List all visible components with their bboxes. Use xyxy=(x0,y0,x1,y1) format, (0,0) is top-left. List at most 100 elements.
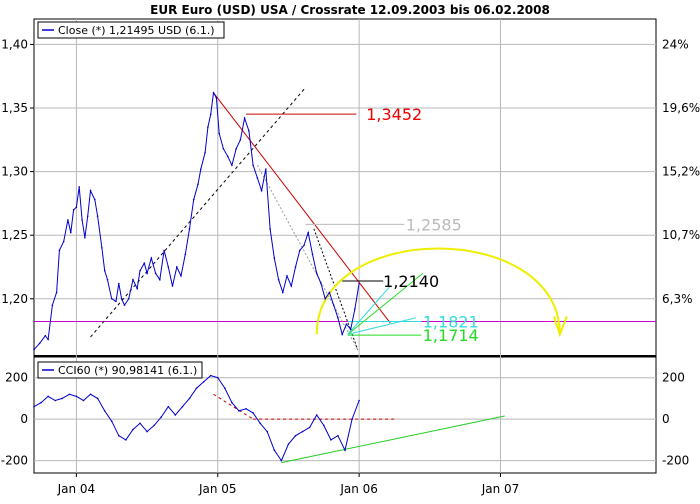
price-data-point xyxy=(188,228,191,230)
drawings-layer xyxy=(34,87,656,464)
series-layer xyxy=(33,91,360,462)
price-data-point xyxy=(303,244,305,247)
price-ytick-label-right: 10,7% xyxy=(662,228,700,242)
cci-data-point xyxy=(132,428,134,431)
cci-data-point xyxy=(110,420,113,423)
annot-12140: 1,2140 xyxy=(383,272,439,291)
price-data-point xyxy=(354,308,356,310)
cci-data-point xyxy=(287,443,290,445)
cci-ytick-label-right: 200 xyxy=(662,371,685,385)
cci-data-point xyxy=(202,381,205,383)
cci-data-point xyxy=(195,387,198,389)
price-data-point xyxy=(55,291,58,294)
price-data-point xyxy=(67,219,69,221)
price-data-point xyxy=(86,215,89,217)
cci-uptrend-line xyxy=(281,415,505,464)
price-ytick-label-left: 1,20 xyxy=(1,292,28,306)
price-data-point xyxy=(320,282,322,285)
price-ytick-label-right: 15,2% xyxy=(662,165,700,179)
price-data-point xyxy=(209,113,212,116)
cci-ytick-label-right: -200 xyxy=(662,454,689,468)
price-data-point xyxy=(328,291,331,294)
price-data-point xyxy=(167,266,170,268)
chart-title: EUR Euro (USD) USA / Crossrate 12.09.200… xyxy=(150,3,550,17)
price-data-point xyxy=(143,262,146,264)
cci-data-point xyxy=(103,410,106,412)
price-data-point xyxy=(146,272,148,275)
price-data-point xyxy=(58,249,61,252)
cci-data-point xyxy=(33,405,35,408)
price-ytick-label-left: 1,40 xyxy=(1,37,28,51)
cci-data-point xyxy=(96,397,99,400)
cci-data-point xyxy=(61,397,64,400)
cci-legend-box xyxy=(37,361,203,379)
price-data-point xyxy=(282,291,284,294)
price-legend-box xyxy=(37,21,225,39)
cci-data-point xyxy=(47,395,49,398)
cci-data-point xyxy=(167,405,170,408)
price-data-point xyxy=(269,228,271,230)
cci-data-point xyxy=(280,459,283,462)
price-data-point xyxy=(239,139,242,141)
annot-13452: 1,3452 xyxy=(366,105,422,124)
cci-data-point xyxy=(224,387,226,389)
xtick-label: Jan 06 xyxy=(339,482,378,496)
price-legend-label: Close (*) 1,21495 USD (6.1.) xyxy=(58,24,215,37)
dotted-line-dark xyxy=(313,228,359,350)
price-data-point xyxy=(139,269,141,272)
price-data-point xyxy=(349,328,352,331)
cci-data-point xyxy=(245,407,247,410)
price-data-point xyxy=(136,287,138,290)
cci-data-point xyxy=(82,399,85,402)
price-data-point xyxy=(75,206,78,209)
cci-data-point xyxy=(266,430,269,433)
price-data-point xyxy=(192,198,195,201)
price-data-point xyxy=(235,147,237,150)
price-data-point xyxy=(159,278,161,281)
grid-layer xyxy=(34,19,656,473)
price-data-point xyxy=(89,189,92,192)
xtick-label: Jan 05 xyxy=(198,482,237,496)
cci-data-point xyxy=(139,422,141,425)
price-data-point xyxy=(332,304,335,306)
price-data-point xyxy=(62,240,65,243)
price-data-point xyxy=(197,183,199,186)
cci-data-point xyxy=(301,430,304,433)
price-data-point xyxy=(115,300,117,303)
price-data-point xyxy=(33,348,35,351)
price-data-point xyxy=(294,266,297,268)
cci-data-point xyxy=(146,430,148,433)
cci-ytick-label-left: 200 xyxy=(5,371,28,385)
cci-data-point xyxy=(322,424,325,427)
cci-data-point xyxy=(68,393,71,396)
annot-11714: 1,1714 xyxy=(423,326,479,345)
cci-data-point xyxy=(330,439,332,441)
annot-11821: 1,1821 xyxy=(423,313,479,332)
price-data-point xyxy=(337,317,339,319)
price-data-point xyxy=(47,338,49,341)
cci-dashed-diag xyxy=(213,393,254,420)
price-data-point xyxy=(78,186,81,188)
cci-ytick-label-right: 0 xyxy=(662,412,670,426)
cci-data-point xyxy=(252,412,254,414)
price-ytick-label-right: 24% xyxy=(662,37,689,51)
price-data-point xyxy=(215,97,218,99)
price-data-point xyxy=(118,282,120,285)
price-data-point xyxy=(51,304,54,306)
cci-data-point xyxy=(315,414,318,416)
price-data-point xyxy=(44,334,47,337)
price-data-point xyxy=(307,231,310,234)
price-ytick-label-right: 6,3% xyxy=(662,292,693,306)
price-ytick-label-left: 1,35 xyxy=(1,101,28,115)
cci-data-point xyxy=(238,410,240,412)
price-data-point xyxy=(150,257,153,259)
price-data-point xyxy=(341,333,343,336)
yellow-arc xyxy=(315,247,561,335)
price-data-point xyxy=(315,272,318,275)
cci-data-point xyxy=(231,401,233,404)
xtick-label: Jan 04 xyxy=(57,482,96,496)
cci-data-point xyxy=(337,434,339,437)
cci-ytick-label-left: 0 xyxy=(20,412,28,426)
fan-line-green xyxy=(347,272,424,335)
